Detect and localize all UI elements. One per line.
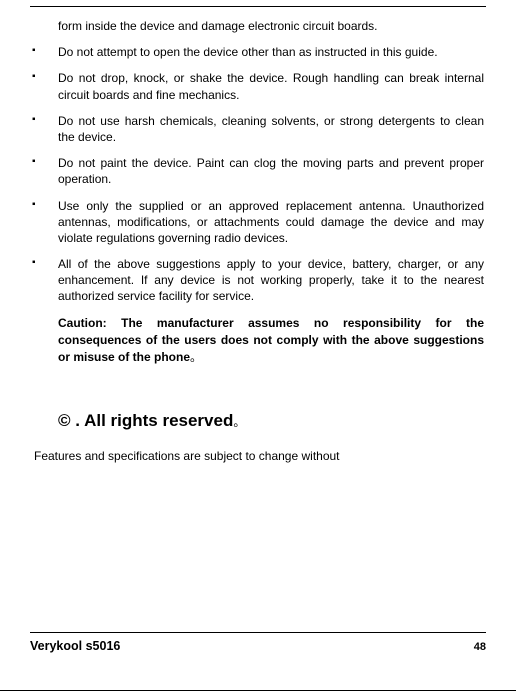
top-rule — [30, 6, 486, 7]
rights-terminator: 。 — [233, 415, 245, 429]
page-content: form inside the device and damage electr… — [58, 18, 484, 463]
footer-page-number: 48 — [474, 641, 486, 653]
list-item-text: Do not use harsh chemicals, cleaning sol… — [58, 113, 484, 145]
caution-terminator: 。 — [190, 350, 202, 364]
page-footer: Verykool s5016 48 — [30, 639, 486, 653]
bullet-icon: ▪ — [32, 70, 58, 84]
footer-rule — [30, 632, 486, 633]
list-item-text: Use only the supplied or an approved rep… — [58, 198, 484, 247]
caution-text: Caution: The manufacturer assumes no res… — [58, 316, 484, 365]
list-item: ▪ Do not drop, knock, or shake the devic… — [32, 70, 484, 102]
rights-text: © . All rights reserved — [58, 411, 233, 430]
bullet-list: ▪ Do not attempt to open the device othe… — [58, 44, 484, 304]
list-item: ▪ Use only the supplied or an approved r… — [32, 198, 484, 247]
list-item-text: Do not attempt to open the device other … — [58, 44, 484, 60]
list-item-text: Do not paint the device. Paint can clog … — [58, 155, 484, 187]
list-item: ▪ Do not paint the device. Paint can clo… — [32, 155, 484, 187]
list-item-text: All of the above suggestions apply to yo… — [58, 256, 484, 305]
bullet-icon: ▪ — [32, 256, 58, 270]
bullet-icon: ▪ — [32, 113, 58, 127]
continuation-text: form inside the device and damage electr… — [58, 18, 484, 34]
list-item: ▪ Do not attempt to open the device othe… — [32, 44, 484, 60]
bullet-icon: ▪ — [32, 155, 58, 169]
caution-paragraph: Caution: The manufacturer assumes no res… — [58, 315, 484, 367]
features-line: Features and specifications are subject … — [34, 449, 484, 463]
document-page: form inside the device and damage electr… — [0, 0, 516, 693]
bullet-icon: ▪ — [32, 44, 58, 58]
list-item: ▪ Do not use harsh chemicals, cleaning s… — [32, 113, 484, 145]
bottom-rule — [0, 690, 516, 691]
list-item-text: Do not drop, knock, or shake the device.… — [58, 70, 484, 102]
list-item: ▪ All of the above suggestions apply to … — [32, 256, 484, 305]
rights-heading: © . All rights reserved。 — [58, 411, 484, 431]
footer-model: Verykool s5016 — [30, 639, 120, 653]
bullet-icon: ▪ — [32, 198, 58, 212]
